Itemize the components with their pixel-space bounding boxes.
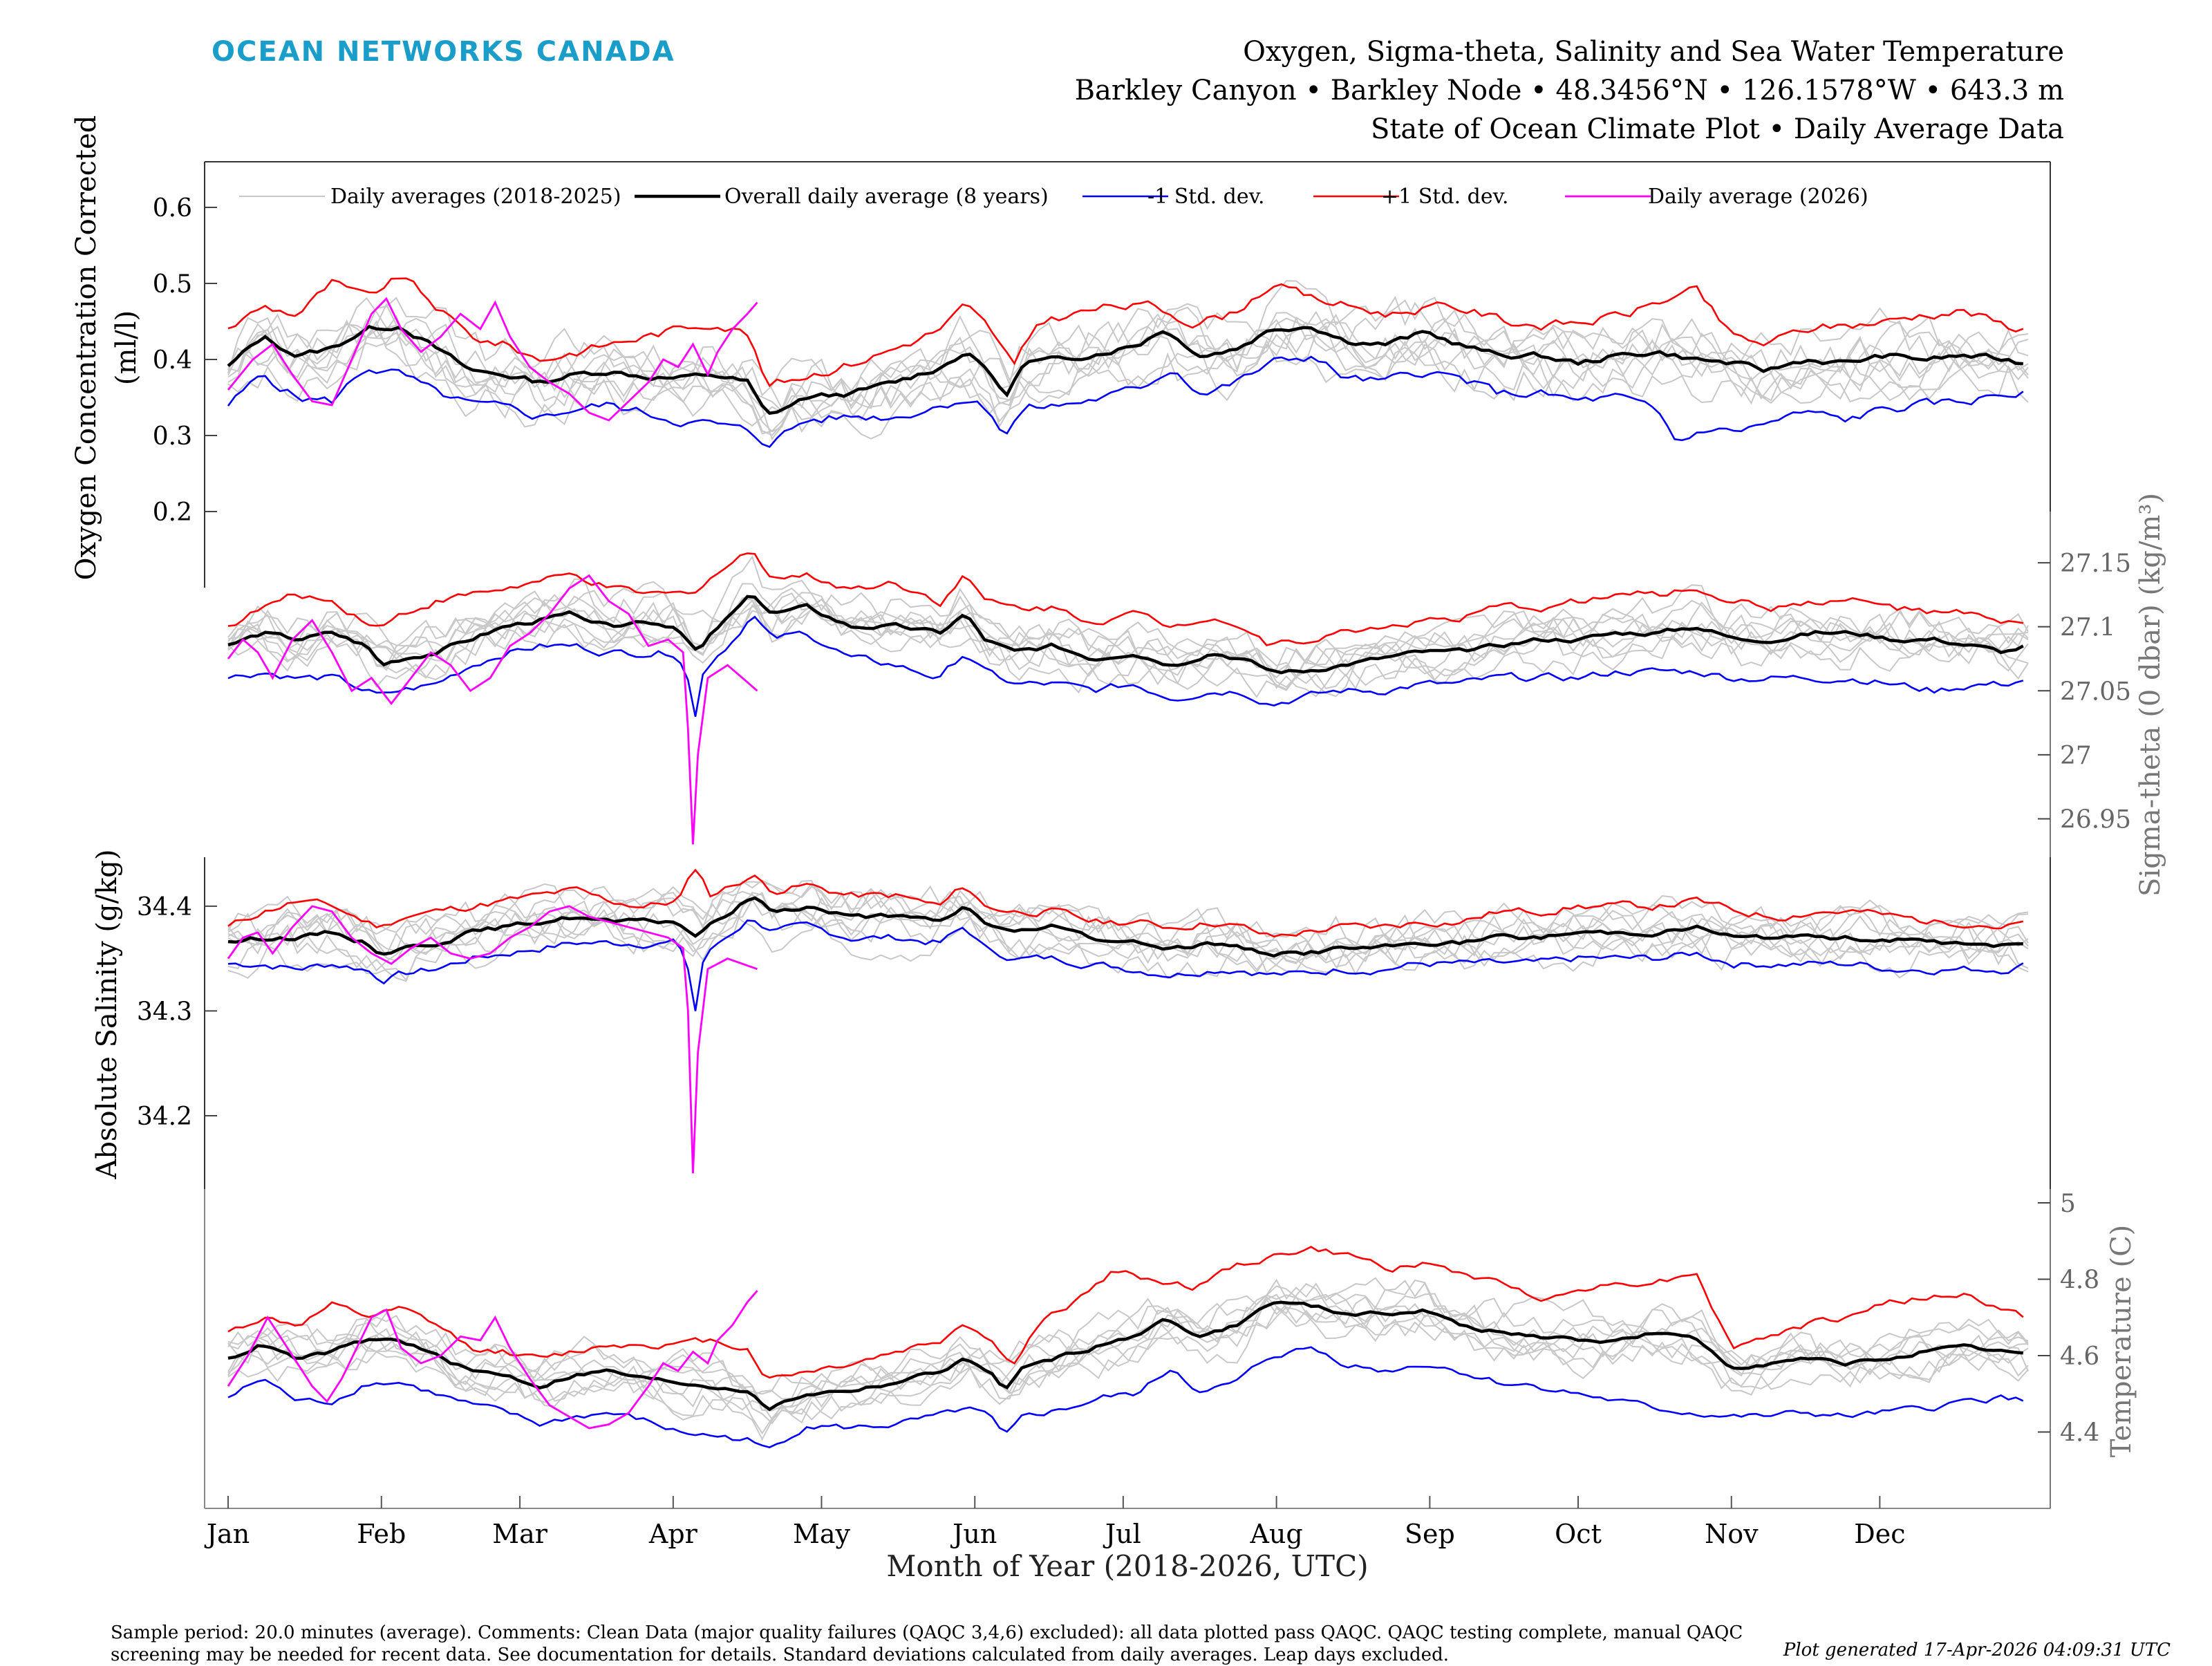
x-tick-label: Nov: [1705, 1519, 1759, 1549]
x-tick-label: Oct: [1555, 1519, 1602, 1549]
historical-line-sigma: [227, 599, 2029, 698]
mean-line-oxygen: [227, 325, 2023, 415]
legend-label: -1 Std. dev.: [1147, 185, 1265, 209]
y-tick-label-oxygen: 0.3: [153, 422, 192, 451]
mean-line-sigma: [227, 595, 2024, 675]
x-tick-label: Aug: [1249, 1519, 1302, 1549]
historical-line-salinity: [227, 882, 2029, 964]
x-tick-label: Jan: [204, 1519, 250, 1549]
y-axis-label-oxygen-unit: (ml/l): [111, 310, 142, 385]
legend-label: Daily average (2026): [1648, 185, 1868, 209]
historical-line-oxygen: [227, 317, 2029, 427]
plus-std-line-sigma: [227, 552, 2024, 646]
x-tick-label: Mar: [492, 1519, 548, 1549]
historical-line-sigma: [227, 603, 2029, 698]
current-year-line-sigma: [227, 574, 758, 845]
historical-line-temperature: [227, 1285, 2029, 1412]
y-axis-label-sigma: Sigma-theta (0 dbar) (kg/m³): [2135, 493, 2166, 897]
y-tick-label-sigma: 26.95: [2060, 805, 2131, 834]
historical-line-temperature: [227, 1292, 2029, 1421]
mean-line-temperature: [227, 1300, 2024, 1412]
historical-line-oxygen: [227, 319, 2029, 441]
x-tick-label: Sep: [1405, 1519, 1455, 1549]
generated-timestamp: Plot generated 17-Apr-2026 04:09:31 UTC: [1783, 1640, 2171, 1660]
plus-std-line-salinity: [227, 868, 2024, 938]
y-tick-label-temperature: 4.6: [2060, 1342, 2099, 1371]
historical-line-oxygen: [227, 280, 2029, 397]
legend-label: Overall daily average (8 years): [724, 185, 1049, 209]
x-tick-label: Jun: [950, 1519, 997, 1549]
historical-line-temperature: [227, 1283, 2029, 1410]
historical-line-sigma: [227, 603, 2029, 698]
footer-comments: Sample period: 20.0 minutes (average). C…: [111, 1622, 1743, 1665]
y-tick-label-oxygen: 0.5: [153, 270, 192, 299]
historical-line-temperature: [227, 1307, 2029, 1435]
plus-std-line-temperature: [227, 1246, 2024, 1379]
minus-std-line-salinity: [227, 919, 2024, 1011]
y-tick-label-oxygen: 0.4: [153, 346, 192, 375]
y-axis-label-salinity: Absolute Salinity (g/kg): [91, 849, 123, 1179]
current-year-line-temperature: [227, 1290, 758, 1430]
x-tick-label: Jul: [1103, 1519, 1141, 1549]
historical-line-salinity: [227, 891, 2029, 982]
historical-line-sigma: [227, 581, 2029, 679]
minus-std-line-oxygen: [227, 355, 2024, 449]
current-year-line-salinity: [227, 905, 758, 1174]
historical-line-oxygen: [227, 327, 2029, 435]
x-tick-label: Feb: [357, 1519, 406, 1549]
legend-label: +1 Std. dev.: [1381, 185, 1509, 209]
x-tick-label: May: [793, 1519, 851, 1549]
station-subtitle: Barkley Canyon • Barkley Node • 48.3456°…: [1074, 75, 2064, 106]
legend: Daily averages (2018-2025) Overall daily …: [239, 185, 1868, 209]
y-tick-label-oxygen: 0.6: [153, 194, 192, 223]
y-tick-label-salinity: 34.2: [137, 1103, 192, 1131]
series-lines: [227, 277, 2024, 1449]
brand-logo: OCEAN NETWORKS CANADA: [212, 36, 675, 68]
historical-line-sigma: [227, 583, 2029, 689]
plus-std-line-oxygen: [227, 277, 2024, 388]
y-tick-label-sigma: 27.1: [2060, 614, 2115, 642]
historical-line-salinity: [227, 879, 2029, 953]
y-tick-label-temperature: 4.4: [2060, 1419, 2099, 1448]
historical-line-sigma: [227, 592, 2029, 677]
x-axis-label: Month of Year (2018-2026, UTC): [886, 1549, 1368, 1583]
y-tick-label-salinity: 34.4: [137, 893, 192, 921]
y-tick-label-sigma: 27.05: [2060, 677, 2131, 706]
chart-title: Oxygen, Sigma-theta, Salinity and Sea Wa…: [1243, 36, 2064, 68]
y-tick-label-temperature: 4.8: [2060, 1266, 2099, 1295]
axis-ticks: Jan Feb Mar Apr May Jun Jul Aug Sep Oct Nov Dec Mont…: [71, 115, 2166, 1583]
y-tick-label-sigma: 27: [2060, 742, 2092, 770]
x-tick-label: Dec: [1854, 1519, 1905, 1549]
historical-line-salinity: [227, 910, 2029, 982]
historical-line-temperature: [227, 1293, 2029, 1425]
plot-type-subtitle: State of Ocean Climate Plot • Daily Aver…: [1370, 113, 2064, 145]
y-tick-label-salinity: 34.3: [137, 998, 192, 1026]
mean-line-salinity: [227, 896, 2023, 958]
legend-label: Daily averages (2018-2025): [330, 185, 621, 209]
minus-std-line-sigma: [227, 615, 2024, 718]
x-tick-label: Apr: [648, 1519, 698, 1549]
y-tick-label-temperature: 5: [2060, 1190, 2076, 1218]
y-tick-label-oxygen: 0.2: [153, 498, 192, 527]
current-year-line-oxygen: [227, 297, 758, 422]
y-axis-label-oxygen: Oxygen Concentration Corrected: [71, 115, 102, 581]
y-tick-label-sigma: 27.15: [2060, 550, 2131, 578]
historical-line-salinity: [227, 898, 2029, 979]
historical-line-sigma: [227, 555, 2029, 673]
historical-lines: [227, 280, 2029, 1441]
minus-std-line-temperature: [227, 1346, 2024, 1449]
y-axis-label-temperature: Temperature (C): [2106, 1225, 2137, 1458]
axes-frame: [204, 161, 2051, 1509]
